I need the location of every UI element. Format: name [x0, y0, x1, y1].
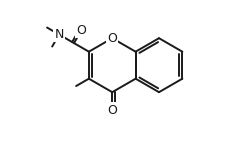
Text: O: O [77, 24, 86, 37]
Text: N: N [54, 28, 64, 41]
Text: O: O [107, 32, 117, 45]
Text: O: O [107, 104, 117, 117]
